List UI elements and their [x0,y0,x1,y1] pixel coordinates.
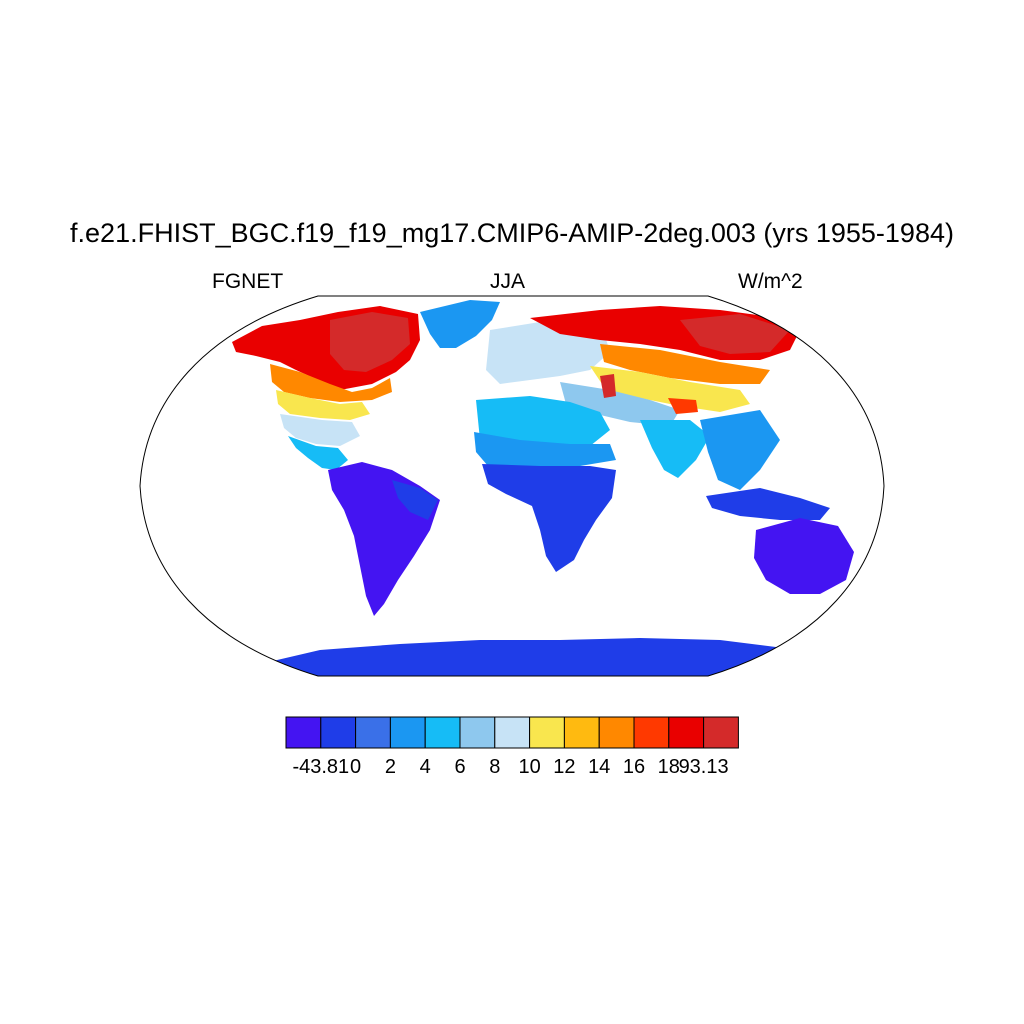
plot-title: f.e21.FHIST_BGC.f19_f19_mg17.CMIP6-AMIP-… [70,218,954,248]
colorbar-swatch-7 [529,716,565,749]
colorbar-swatch-12 [703,716,739,749]
land-field [232,300,860,676]
region-north-america-arctic-hot [330,312,410,372]
colorbar-tick-label: 16 [622,756,646,778]
colorbar-swatch-3 [389,716,426,749]
region-central-asia [590,366,750,412]
colorbar-tick-label: 14 [588,756,611,778]
region-north-america-yellow [276,390,370,420]
region-north-america-south [280,414,360,446]
region-antarctica [260,638,860,676]
region-middle-east [560,382,680,426]
region-australia [754,518,854,594]
season-label: JJA [490,270,526,293]
region-tibet [668,398,698,414]
units-label: W/m^2 [738,270,803,293]
region-mexico [288,436,348,470]
colorbar-swatch-1 [320,716,357,749]
colorbar-tick-label: 6 [454,756,466,778]
colorbar-swatch-5 [459,716,496,749]
region-north-africa [474,432,616,468]
region-eurasia-mid [600,344,770,384]
variable-label: FGNET [212,270,284,293]
region-southeast-asia [700,410,780,490]
colorbar-tick-label: 18 [657,756,680,778]
region-sahara [476,396,610,448]
colorbar-swatch-2 [355,716,391,749]
region-india [640,420,710,478]
region-siberia-hot [680,314,790,354]
colorbar-tick-label: 93.13 [678,756,729,778]
colorbar-tick-label: 2 [384,756,396,778]
region-indonesia [706,488,830,520]
colorbar-tick-label: 8 [489,756,501,778]
region-south-america [328,462,440,616]
map-outline [139,295,885,677]
colorbar-tick-label: 12 [553,756,576,778]
colorbar-swatch-6 [494,716,531,749]
region-greenland [420,300,500,348]
region-south-america-east [392,480,438,520]
colorbar-tick-label: 4 [419,756,431,778]
colorbar-swatch-10 [633,716,670,749]
colorbar-tick-label: -43.81 [292,756,350,778]
region-tropical-africa [482,464,616,572]
colorbar-swatch-4 [424,716,461,749]
region-caspian [600,374,616,398]
colorbar-swatch-11 [668,716,705,749]
colorbar-swatch-0 [285,716,322,749]
colorbar-tick-label: 10 [518,756,541,778]
colorbar-swatch-9 [598,716,635,749]
colorbar [285,716,739,749]
region-north-america-mid [270,364,392,402]
colorbar-tick-label: 0 [350,756,362,778]
colorbar-swatch-8 [563,716,600,749]
